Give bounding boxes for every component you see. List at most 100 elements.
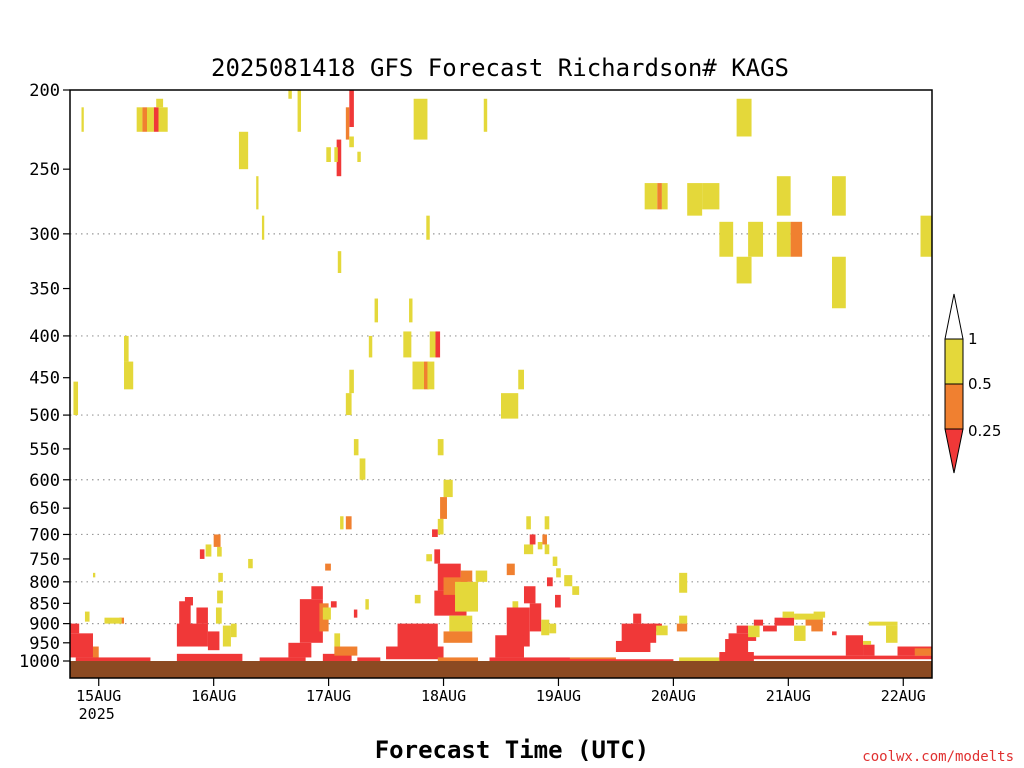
ri-cell [475, 570, 488, 582]
ri-cell [790, 221, 803, 257]
ri-cell [728, 633, 757, 641]
ri-cell [443, 631, 473, 643]
ri-cell [176, 623, 208, 647]
ri-cell [84, 611, 90, 622]
ri-cell [334, 147, 338, 162]
ri-cell [529, 603, 542, 632]
ri-cell [541, 619, 550, 636]
ri-cell [432, 529, 438, 537]
ri-cell [736, 256, 752, 284]
ri-cell [443, 479, 453, 498]
ri-cell [75, 657, 151, 661]
ri-cell [763, 625, 777, 632]
heatmap-cells [70, 90, 932, 661]
ri-cell [325, 563, 331, 571]
colorbar-label: 1 [968, 330, 978, 348]
ri-cell [119, 617, 125, 624]
ri-cell [725, 639, 749, 658]
ri-cell [437, 439, 444, 456]
ri-cell [330, 601, 337, 608]
ri-cell [112, 617, 122, 624]
y-axis: 200 250 300 350 400 450 500 550 600 650 700 750 8008… [19, 81, 70, 672]
ri-cell [213, 534, 221, 547]
x-tick-sublabel: 2025 [79, 705, 115, 723]
colorbar-orange [944, 383, 964, 430]
x-tick-label: 15AUG [76, 687, 121, 705]
ri-cell [782, 611, 795, 618]
credit-link[interactable]: coolwx.com/modelts [862, 749, 1014, 765]
ri-cell [440, 497, 447, 519]
ri-cell [238, 131, 249, 170]
ri-cell [776, 221, 791, 257]
ri-cell [552, 556, 558, 566]
y-tick-label: 900 [29, 615, 60, 635]
ri-cell [349, 369, 354, 394]
ri-cell [526, 516, 531, 530]
ri-cell [719, 655, 932, 660]
ri-cell [299, 599, 323, 643]
ri-cell [813, 611, 826, 618]
ri-cell [679, 615, 688, 624]
ri-cell [435, 331, 441, 358]
plot-frame [69, 89, 933, 679]
ri-cell [748, 625, 760, 638]
ri-cell [621, 623, 657, 643]
ri-cell [794, 625, 806, 641]
ri-cell [794, 613, 823, 620]
ri-cell [656, 625, 668, 636]
ri-cell [687, 183, 703, 216]
ri-cell [774, 617, 795, 626]
ri-cell [326, 147, 331, 162]
y-tick-label: 1000 [19, 652, 60, 672]
ri-cell [427, 361, 435, 390]
x-tick-label: 21AUG [766, 687, 811, 705]
ri-cell [702, 183, 720, 210]
ri-cell [199, 549, 205, 559]
ri-cell [345, 516, 352, 530]
ri-cell [412, 361, 424, 390]
ri-cell [374, 298, 379, 323]
y-tick-label: 700 [29, 525, 60, 545]
ri-cell [349, 90, 354, 128]
x-tick-label: 17AUG [306, 687, 351, 705]
ri-cell [569, 657, 616, 661]
ri-cell [426, 554, 433, 562]
ri-cell [512, 601, 519, 608]
ri-cell [158, 107, 168, 132]
ri-cell [564, 575, 573, 587]
ri-cell [549, 623, 557, 634]
ri-cell [414, 594, 421, 604]
colorbar-bottom-arrow [944, 428, 964, 474]
y-tick-label: 950 [29, 634, 60, 654]
ri-cell [215, 607, 222, 624]
y-tick-label: 500 [29, 406, 60, 426]
ri-cell [518, 369, 524, 390]
ri-cell [349, 136, 354, 148]
ri-cell [124, 361, 134, 390]
ri-cell [556, 568, 561, 578]
ri-cell [261, 215, 265, 240]
ri-cell [311, 586, 323, 600]
ri-cell [434, 549, 441, 564]
ri-cell [437, 657, 479, 661]
ri-cell [676, 623, 688, 632]
ri-cell [147, 107, 154, 132]
ri-cell [544, 516, 550, 530]
ri-cell [413, 98, 428, 140]
ri-cell [657, 183, 662, 210]
ri-cell [104, 617, 113, 624]
ri-cell [506, 563, 515, 576]
gridlines [70, 233, 932, 625]
y-tick-label: 550 [29, 440, 60, 460]
ri-cell [615, 640, 651, 653]
ri-cell [542, 534, 547, 545]
ri-cell [337, 251, 342, 274]
ri-cell [501, 393, 519, 419]
ri-cell [153, 107, 159, 132]
ri-cell [489, 657, 570, 661]
ri-cell [334, 633, 341, 647]
ri-cell [340, 516, 344, 530]
ri-cell [753, 619, 764, 626]
ri-cell [288, 90, 292, 99]
